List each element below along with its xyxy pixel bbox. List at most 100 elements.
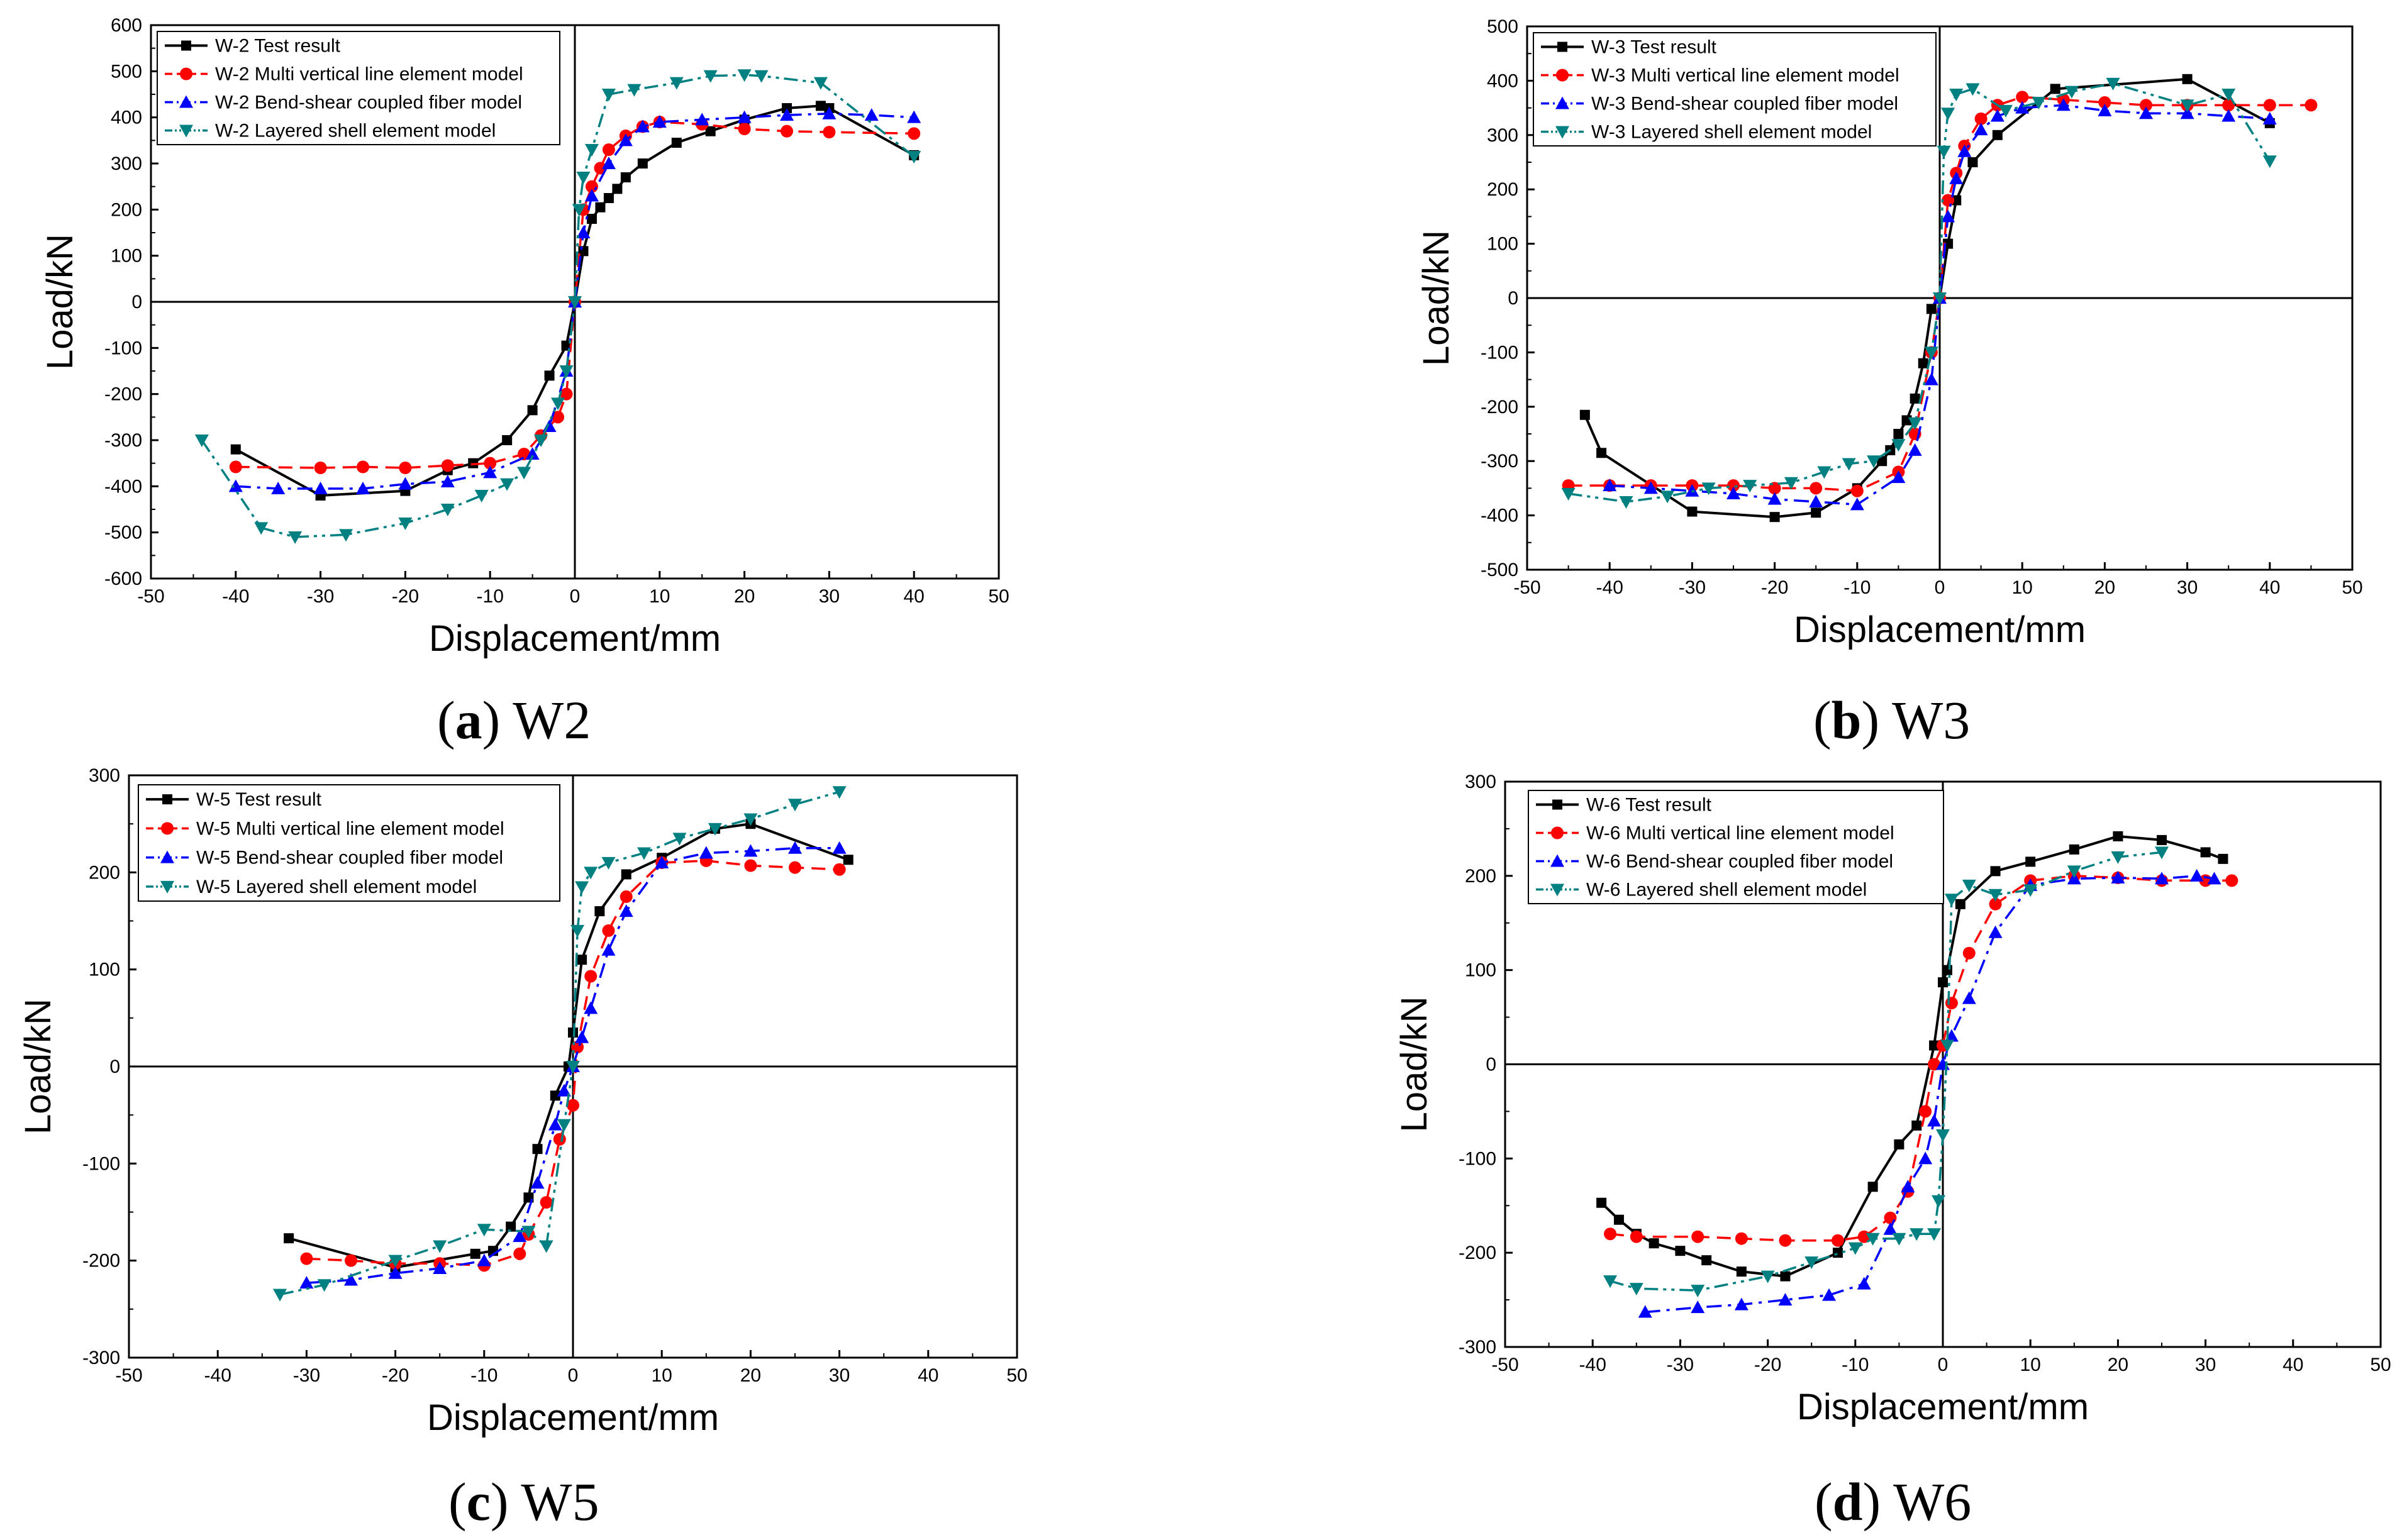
data-point-test	[550, 1090, 560, 1101]
data-point-test	[1769, 512, 1780, 523]
data-point-bend	[601, 157, 616, 169]
data-point-shell	[1760, 1270, 1775, 1283]
data-point-test	[1992, 130, 2003, 140]
data-point-shell	[572, 204, 586, 217]
legend-box	[1533, 32, 1937, 147]
legend-entry-shell: W-3 Layered shell element model	[1591, 122, 1872, 143]
data-point-bend	[557, 1083, 571, 1097]
data-point-shell	[1933, 292, 1947, 305]
legend-entry-test: W-2 Test result	[215, 36, 341, 57]
data-point-multi	[620, 890, 633, 903]
data-point-shell	[601, 89, 616, 101]
data-point-shell	[1932, 1195, 1946, 1208]
series-bend	[1603, 98, 2277, 511]
x-tick-label: 10	[649, 586, 670, 607]
legend-entry-shell: W-6 Layered shell element model	[1586, 880, 1867, 900]
data-point-bend	[1924, 372, 1938, 385]
data-point-bend	[1908, 443, 1922, 456]
data-point-bend	[2098, 103, 2112, 116]
x-tick-label: 50	[988, 586, 1009, 607]
data-point-shell	[474, 490, 489, 502]
y-tick-label: -500	[1481, 560, 1518, 580]
data-point-shell	[1660, 490, 1675, 504]
data-point-shell	[1743, 480, 1757, 493]
x-tick-label: -30	[1679, 577, 1706, 598]
data-point-multi	[484, 457, 497, 470]
data-point-multi	[1962, 946, 1976, 960]
data-point-multi	[552, 411, 565, 424]
data-point-test	[595, 202, 606, 213]
data-point-shell	[813, 77, 828, 90]
data-point-shell	[433, 1240, 447, 1253]
data-point-bend	[864, 108, 879, 121]
x-tick-label: -20	[1754, 1354, 1781, 1375]
legend-entry-multi: W-5 Multi vertical line element model	[196, 818, 504, 839]
x-tick-label: -30	[1667, 1354, 1694, 1375]
data-point-test	[815, 101, 826, 111]
x-tick-label: 20	[740, 1365, 761, 1386]
data-point-bend	[822, 106, 837, 119]
data-point-shell	[1848, 1242, 1862, 1255]
data-point-shell	[743, 813, 758, 826]
data-point-shell	[1962, 879, 1976, 892]
data-point-shell	[1944, 894, 1959, 907]
y-tick-label: 300	[1487, 125, 1518, 146]
data-point-shell	[2262, 155, 2277, 169]
data-point-test	[1596, 448, 1607, 458]
y-tick-label: 500	[111, 61, 142, 82]
data-point-shell	[477, 1224, 491, 1237]
data-point-test	[2200, 847, 2211, 858]
data-point-bend	[2262, 111, 2277, 125]
data-point-test	[1832, 1248, 1843, 1258]
caption-a: (a) W2	[437, 690, 591, 750]
legend-entry-multi: W-6 Multi vertical line element model	[1586, 823, 1894, 844]
x-tick-label: 20	[734, 586, 755, 607]
data-point-bend	[433, 1261, 447, 1275]
data-point-shell	[1924, 346, 1938, 360]
data-point-bend	[1957, 144, 1972, 157]
x-tick-label: 30	[2177, 577, 2198, 598]
series-shell	[194, 69, 921, 544]
data-point-test	[586, 214, 597, 224]
series-line-multi	[235, 121, 915, 469]
data-point-bend	[2189, 868, 2204, 882]
data-point-shell	[637, 847, 651, 860]
data-point-bend	[356, 482, 370, 494]
y-tick-label: 100	[89, 960, 120, 980]
data-point-bend	[1643, 481, 1658, 494]
data-point-bend	[2111, 870, 2125, 884]
data-point-shell	[1691, 1285, 1705, 1298]
x-tick-label: -20	[1761, 577, 1788, 598]
data-point-multi	[560, 387, 573, 401]
x-tick-label: 0	[1938, 1354, 1949, 1375]
legend-entry-multi: W-2 Multi vertical line element model	[215, 64, 523, 85]
chart-c: -50 -40 -30 -20 -10 0 10 20 30 40 50-300-200-10001…	[18, 765, 1028, 1438]
y-axis-title: Load/kN	[18, 999, 58, 1134]
data-point-test	[527, 405, 538, 416]
data-point-multi	[2225, 874, 2238, 887]
data-point-test	[671, 138, 682, 148]
x-tick-label: -50	[1513, 577, 1540, 598]
data-point-multi	[399, 462, 412, 474]
data-point-shell	[1603, 1275, 1618, 1288]
data-point-bend	[1883, 1222, 1898, 1235]
y-tick-label: -300	[1459, 1337, 1496, 1358]
y-tick-label: 300	[111, 153, 142, 174]
data-point-bend	[575, 1030, 589, 1043]
caption-d: (d) W6	[1815, 1471, 1972, 1532]
data-point-multi	[1727, 479, 1740, 492]
x-tick-label: 40	[904, 586, 925, 607]
data-point-test	[544, 370, 555, 381]
x-tick-label: 40	[2259, 577, 2280, 598]
data-point-shell	[1949, 89, 1964, 101]
legend-marker-test	[1552, 799, 1562, 810]
x-tick-label: -10	[1842, 1354, 1869, 1375]
data-point-shell	[2032, 96, 2046, 109]
x-tick-label: -30	[307, 586, 334, 607]
data-point-bend	[228, 479, 243, 492]
data-point-shell	[539, 1240, 553, 1253]
data-point-multi	[300, 1252, 313, 1265]
y-tick-label: 0	[1508, 288, 1518, 309]
data-point-shell	[2221, 89, 2236, 101]
data-point-test	[2025, 856, 2036, 867]
